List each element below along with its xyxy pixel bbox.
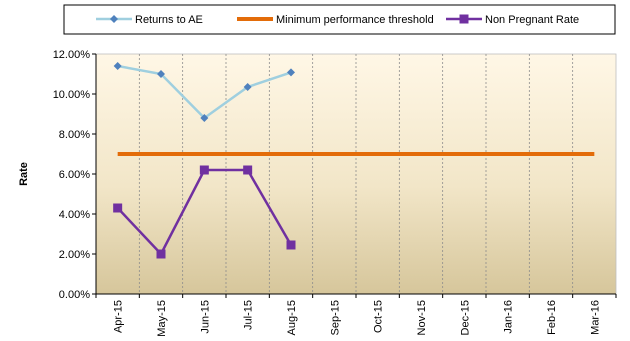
legend-swatch-marker [110, 15, 118, 23]
y-axis-label: Rate [18, 162, 30, 186]
y-axis-ticks: 0.00% 2.00% 4.00% 6.00% 8.00% 10.00% 12.00% [53, 49, 96, 301]
data-point-non-pregnant-rate [113, 203, 123, 213]
x-tick-label: Aug-15 [286, 300, 298, 335]
legend-item-minimum-performance-threshold: Minimum performance threshold [237, 14, 434, 26]
data-point-non-pregnant-rate [199, 165, 209, 175]
data-point-returns-to-ae [287, 68, 295, 77]
data-point-non-pregnant-rate [243, 165, 253, 175]
legend-item-returns-to-ae: Returns to AE [96, 14, 203, 26]
series-non-pregnant-rate [113, 165, 296, 259]
y-tick-label: 2.00% [59, 249, 90, 261]
data-point-non-pregnant-rate [156, 249, 166, 259]
legend: Returns to AE Minimum performance thresho… [63, 4, 616, 35]
data-point-returns-to-ae [200, 114, 209, 122]
x-tick-label: Jul-15 [243, 300, 255, 330]
data-point-returns-to-ae [243, 83, 252, 91]
x-axis-ticks: Apr-15 May-15 Jun-15 Jul-15 Aug-15 Sep-15 Oct-… [95, 294, 617, 337]
legend-label: Returns to AE [135, 14, 203, 26]
x-tick-label: Sep-15 [329, 300, 341, 335]
y-tick-label: 8.00% [59, 129, 90, 141]
x-tick-label: Feb-16 [546, 300, 558, 335]
data-point-non-pregnant-rate [286, 240, 296, 250]
legend-item-non-pregnant-rate: Non Pregnant Rate [446, 14, 579, 26]
series-group [113, 62, 595, 259]
gridlines [138, 54, 574, 294]
legend-box [63, 4, 616, 35]
x-tick-label: Oct-15 [373, 300, 385, 333]
series-returns-to-ae [113, 62, 295, 122]
data-point-returns-to-ae [157, 70, 165, 78]
legend-swatch-marker [459, 14, 469, 24]
y-tick-label: 0.00% [59, 289, 90, 301]
y-tick-label: 6.00% [59, 169, 90, 181]
x-tick-label: May-15 [156, 300, 168, 337]
x-tick-label: Dec-15 [459, 300, 471, 335]
data-point-returns-to-ae [113, 62, 122, 70]
legend-label: Minimum performance threshold [276, 14, 434, 26]
x-tick-label: Jan-16 [503, 300, 515, 334]
y-tick-label: 10.00% [53, 89, 91, 101]
legend-label: Non Pregnant Rate [485, 14, 579, 26]
y-tick-label: 12.00% [53, 49, 91, 61]
x-tick-label: Apr-15 [113, 300, 125, 333]
x-tick-label: Nov-15 [416, 300, 428, 335]
x-tick-label: Jun-15 [199, 300, 211, 334]
x-tick-label: Mar-16 [589, 300, 601, 335]
y-tick-label: 4.00% [59, 209, 90, 221]
